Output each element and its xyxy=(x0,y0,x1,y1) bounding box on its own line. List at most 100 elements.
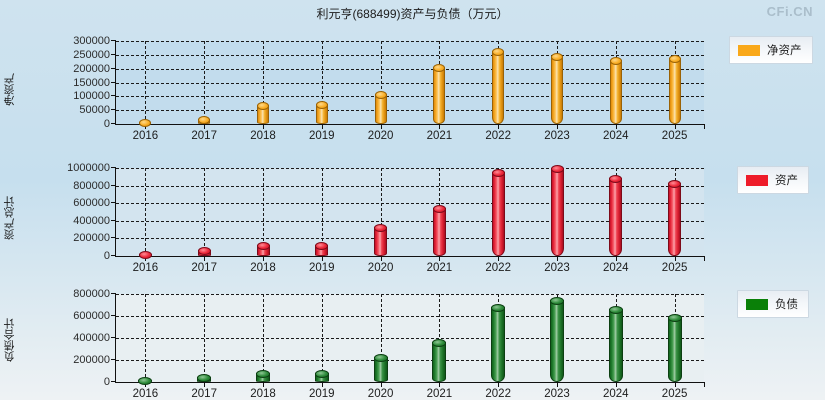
bar-top-cap xyxy=(550,165,564,173)
x-axis-tick-label: 2025 xyxy=(661,262,688,274)
plot-area-liabilities: 0 200000 400000 600000 800000 2016 2017 2018 201… xyxy=(73,288,705,400)
x-axis-tick-label: 2023 xyxy=(544,262,570,274)
bar-top-cap xyxy=(667,314,682,323)
legend-liabilities[interactable]: 负债 xyxy=(737,290,809,318)
plot-area-total-assets: 0 200000 400000 600000 800000 1000000 2016 2017… xyxy=(67,162,705,274)
bar[interactable] xyxy=(198,116,211,125)
y-axis-tick-mark xyxy=(111,40,116,41)
gridline-vertical xyxy=(204,41,206,124)
x-axis-tick-label: 2021 xyxy=(426,130,453,142)
gridline-vertical xyxy=(380,41,382,124)
gridline-horizontal xyxy=(116,238,704,240)
panel-net-assets: 净资产 0 50000 100000 150000 200000 250000 300000… xyxy=(0,28,825,148)
x-axis-tick-label: 2022 xyxy=(485,388,511,400)
bar-body xyxy=(608,309,623,382)
bar-top-cap xyxy=(668,179,682,188)
bar-body xyxy=(609,59,622,124)
y-axis-tick-mark xyxy=(111,95,116,97)
legend-label-net-assets: 净资产 xyxy=(767,45,802,57)
bar[interactable] xyxy=(609,56,622,124)
x-axis-tick-mark xyxy=(557,124,558,129)
bar[interactable] xyxy=(138,251,152,259)
bar[interactable] xyxy=(315,100,328,124)
gridline-vertical xyxy=(263,294,264,382)
gridline-vertical xyxy=(204,168,206,256)
bar[interactable] xyxy=(491,168,505,256)
bar[interactable] xyxy=(608,306,623,382)
y-axis-label-liabilities: 负债合计 xyxy=(4,318,16,362)
y-axis-label-net-assets: 净资产 xyxy=(4,73,16,107)
gridline-horizontal xyxy=(116,220,704,222)
x-axis-end-mark xyxy=(704,382,705,387)
bar[interactable] xyxy=(550,296,564,382)
bar[interactable] xyxy=(374,223,388,256)
x-axis-tick-mark xyxy=(321,256,323,261)
y-axis-tick-label: 800000 xyxy=(73,288,110,300)
legend-swatch-total-assets xyxy=(746,174,768,186)
y-axis-tick-mark xyxy=(111,255,116,256)
y-axis-tick-mark xyxy=(111,359,116,360)
gridline-horizontal xyxy=(116,294,704,295)
bar-top-cap xyxy=(551,53,563,62)
y-axis-tick-mark xyxy=(111,219,116,221)
x-axis-tick-label: 2019 xyxy=(309,388,335,400)
y-axis-tick-mark xyxy=(111,184,116,186)
watermark: CFi.CN xyxy=(766,4,813,19)
bar[interactable] xyxy=(197,373,212,382)
bar[interactable] xyxy=(492,47,505,124)
bar[interactable] xyxy=(551,53,563,124)
bar[interactable] xyxy=(668,179,682,256)
bar[interactable] xyxy=(256,370,270,382)
y-axis-tick-mark xyxy=(111,53,116,55)
x-axis-tick-mark xyxy=(263,382,264,387)
bar[interactable] xyxy=(667,314,682,382)
bar[interactable] xyxy=(314,369,329,382)
bar[interactable] xyxy=(432,339,447,382)
y-axis-tick-mark xyxy=(111,123,116,124)
bar-body xyxy=(432,208,446,256)
x-axis-tick-mark xyxy=(439,382,441,387)
legend-total-assets[interactable]: 资产 xyxy=(737,166,809,194)
x-axis-tick-label: 2023 xyxy=(544,388,570,400)
gridline-vertical xyxy=(145,294,147,382)
x-axis-tick-mark xyxy=(498,124,500,129)
bar[interactable] xyxy=(668,55,681,124)
bar[interactable] xyxy=(257,102,269,124)
bar[interactable] xyxy=(433,64,446,124)
bar-top-cap xyxy=(609,56,622,65)
x-axis-tick-mark xyxy=(204,256,206,261)
x-axis-end-mark xyxy=(704,124,705,129)
bar[interactable] xyxy=(256,242,270,256)
bar[interactable] xyxy=(373,353,388,382)
bar-top-cap xyxy=(315,241,329,250)
bar[interactable] xyxy=(139,119,152,127)
gridline-vertical xyxy=(145,168,147,256)
bar-top-cap xyxy=(432,205,446,214)
bar-top-cap xyxy=(314,369,329,378)
legend-net-assets[interactable]: 净资产 xyxy=(729,36,813,64)
bar[interactable] xyxy=(197,247,211,256)
bar[interactable] xyxy=(374,90,387,124)
y-axis-tick-label: 200000 xyxy=(73,62,110,75)
y-axis-tick-mark xyxy=(111,237,116,239)
y-axis-tick-mark xyxy=(111,67,116,69)
legend-swatch-liabilities xyxy=(746,298,768,310)
gridline-horizontal xyxy=(116,110,704,112)
x-axis-tick-label: 2021 xyxy=(426,388,453,400)
bar-top-cap xyxy=(609,174,623,183)
bar[interactable] xyxy=(491,304,506,382)
bar[interactable] xyxy=(432,205,446,256)
bar-top-cap xyxy=(315,100,328,109)
bar-top-cap xyxy=(492,47,505,56)
x-axis-tick-mark xyxy=(321,382,323,387)
y-axis-tick-label: 400000 xyxy=(73,214,110,227)
bar[interactable] xyxy=(609,174,623,256)
x-axis-tick-label: 2016 xyxy=(132,130,159,142)
bar[interactable] xyxy=(550,165,564,256)
bar[interactable] xyxy=(138,376,153,385)
bar[interactable] xyxy=(315,241,329,256)
bar-top-cap xyxy=(198,116,211,125)
x-axis-tick-mark xyxy=(204,124,206,129)
bar-body xyxy=(668,182,682,256)
